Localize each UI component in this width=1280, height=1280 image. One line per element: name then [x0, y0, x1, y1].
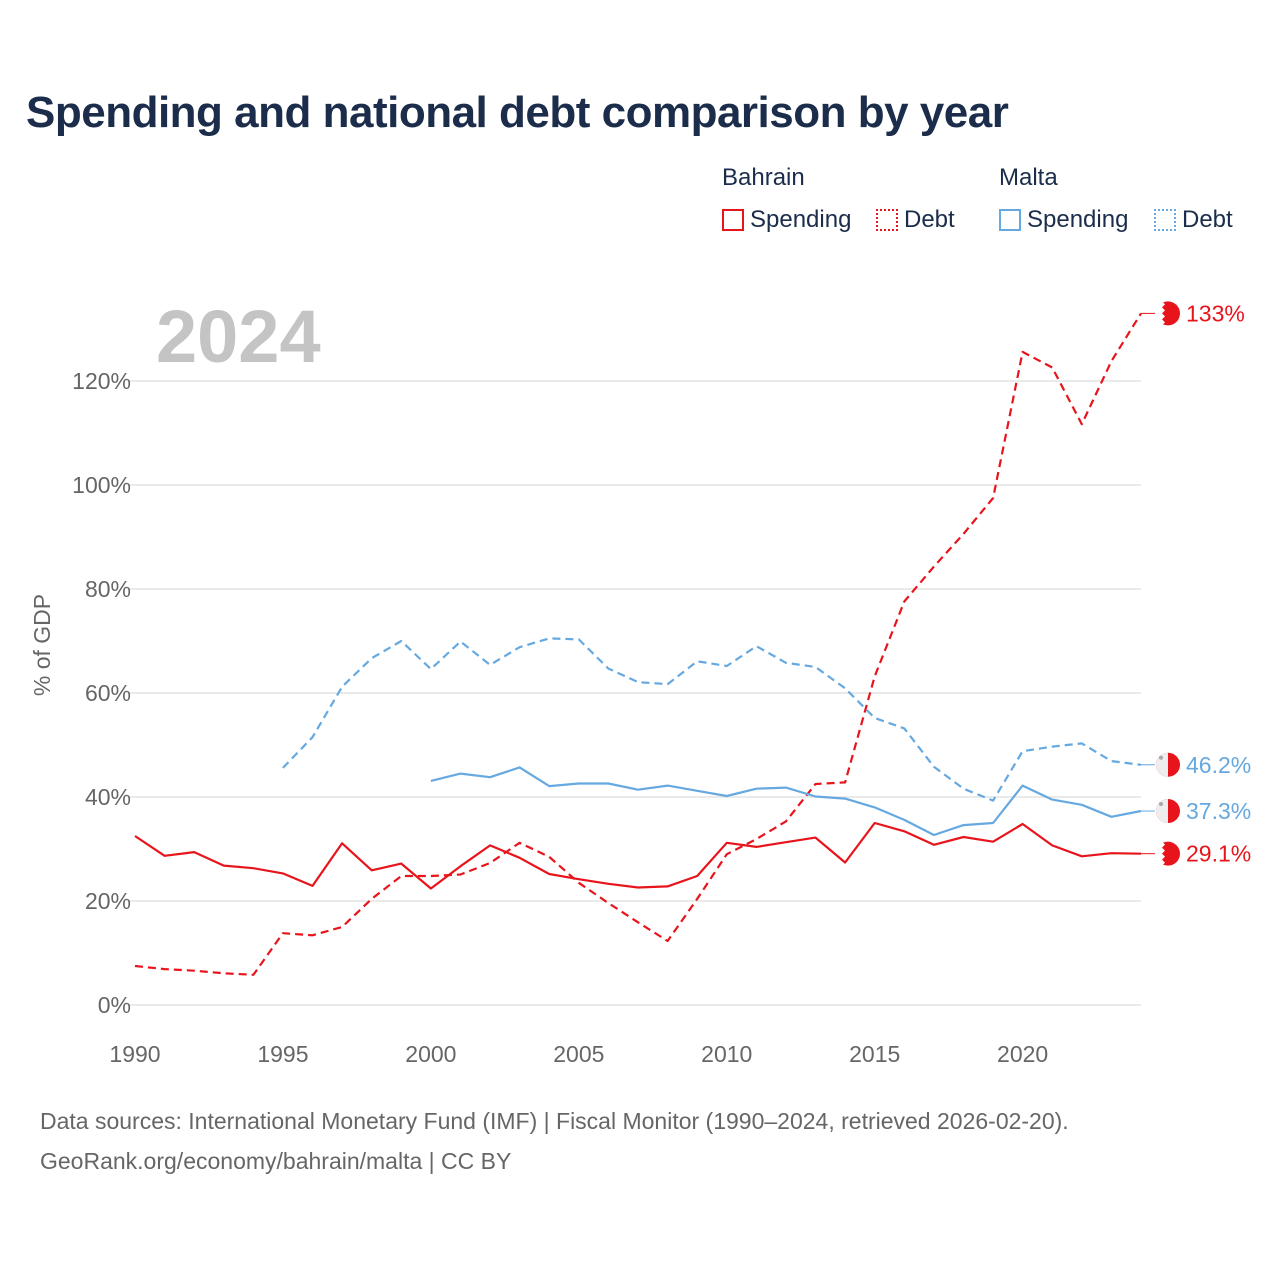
chart-title: Spending and national debt comparison by… — [26, 88, 1009, 137]
series-line-malta-debt[interactable] — [282, 637, 1142, 802]
x-axis: 1990 1995 2000 2005 2010 2015 2020 — [109, 1041, 1048, 1067]
end-value-label: 29.1% — [1186, 841, 1251, 867]
end-marker-malta: 37.3% — [1141, 798, 1251, 824]
flag-cross — [1159, 755, 1163, 760]
x-tick-label: 2000 — [405, 1041, 456, 1067]
x-tick-label: 1990 — [109, 1041, 160, 1067]
chart-grid — [128, 380, 1141, 1006]
y-tick-label: 40% — [85, 784, 131, 810]
line-chart: 2024 0% 20% 40% 60% 80% 100% 120% 1990 1995 2000… — [29, 295, 1251, 1067]
series-line-malta-spending[interactable] — [430, 766, 1142, 837]
end-value-label: 37.3% — [1186, 798, 1251, 824]
flag-white-half — [1156, 752, 1168, 777]
flag-serration — [1156, 841, 1165, 866]
y-tick-label: 120% — [72, 368, 131, 394]
x-tick-label: 2015 — [849, 1041, 900, 1067]
flag-cross — [1159, 802, 1163, 807]
legend-item-bahrain-spending[interactable]: Spending — [722, 206, 851, 234]
y-tick-label: 60% — [85, 680, 131, 706]
y-axis: 0% 20% 40% 60% 80% 100% 120% — [72, 368, 131, 1018]
x-tick-label: 2010 — [701, 1041, 752, 1067]
series-line-bahrain-debt[interactable] — [134, 312, 1142, 976]
legend-label: Spending — [1027, 206, 1129, 233]
end-marker-bahrain: 29.1% — [1141, 841, 1251, 867]
legend-swatch-dotted — [876, 209, 898, 231]
y-tick-label: 20% — [85, 888, 131, 914]
year-watermark: 2024 — [156, 295, 321, 378]
legend-label: Debt — [904, 206, 955, 233]
footer-sources: Data sources: International Monetary Fun… — [40, 1108, 1069, 1134]
x-tick-label: 1995 — [257, 1041, 308, 1067]
legend-swatch-solid — [722, 209, 744, 231]
legend-group-bahrain: Bahrain — [722, 164, 805, 191]
y-tick-label: 80% — [85, 576, 131, 602]
series-lines — [134, 312, 1142, 976]
end-value-label: 46.2% — [1186, 752, 1251, 778]
flag-serration — [1156, 301, 1165, 326]
legend-item-malta-spending[interactable]: Spending — [999, 206, 1128, 234]
legend-label: Spending — [750, 206, 852, 233]
x-tick-label: 2005 — [553, 1041, 604, 1067]
y-axis-label: % of GDP — [29, 594, 55, 696]
end-value-label: 133% — [1186, 300, 1245, 326]
y-tick-label: 100% — [72, 472, 131, 498]
legend-group-malta: Malta — [999, 164, 1058, 191]
end-markers: 29.1% 133% 37.3% 46.2% — [1141, 300, 1251, 867]
end-marker-malta: 46.2% — [1141, 752, 1251, 778]
legend-label: Debt — [1182, 206, 1233, 233]
end-marker-bahrain: 133% — [1141, 300, 1245, 326]
legend-swatch-dotted — [1154, 209, 1176, 231]
flag-white-half — [1156, 799, 1168, 824]
legend-swatch-solid — [999, 209, 1021, 231]
legend-item-malta-debt[interactable]: Debt — [1154, 206, 1233, 234]
legend-item-bahrain-debt[interactable]: Debt — [876, 206, 955, 234]
x-tick-label: 2020 — [997, 1041, 1048, 1067]
series-line-bahrain-spending[interactable] — [134, 821, 1142, 890]
footer-credit[interactable]: GeoRank.org/economy/bahrain/malta | CC B… — [40, 1148, 512, 1174]
y-tick-label: 0% — [98, 992, 131, 1018]
